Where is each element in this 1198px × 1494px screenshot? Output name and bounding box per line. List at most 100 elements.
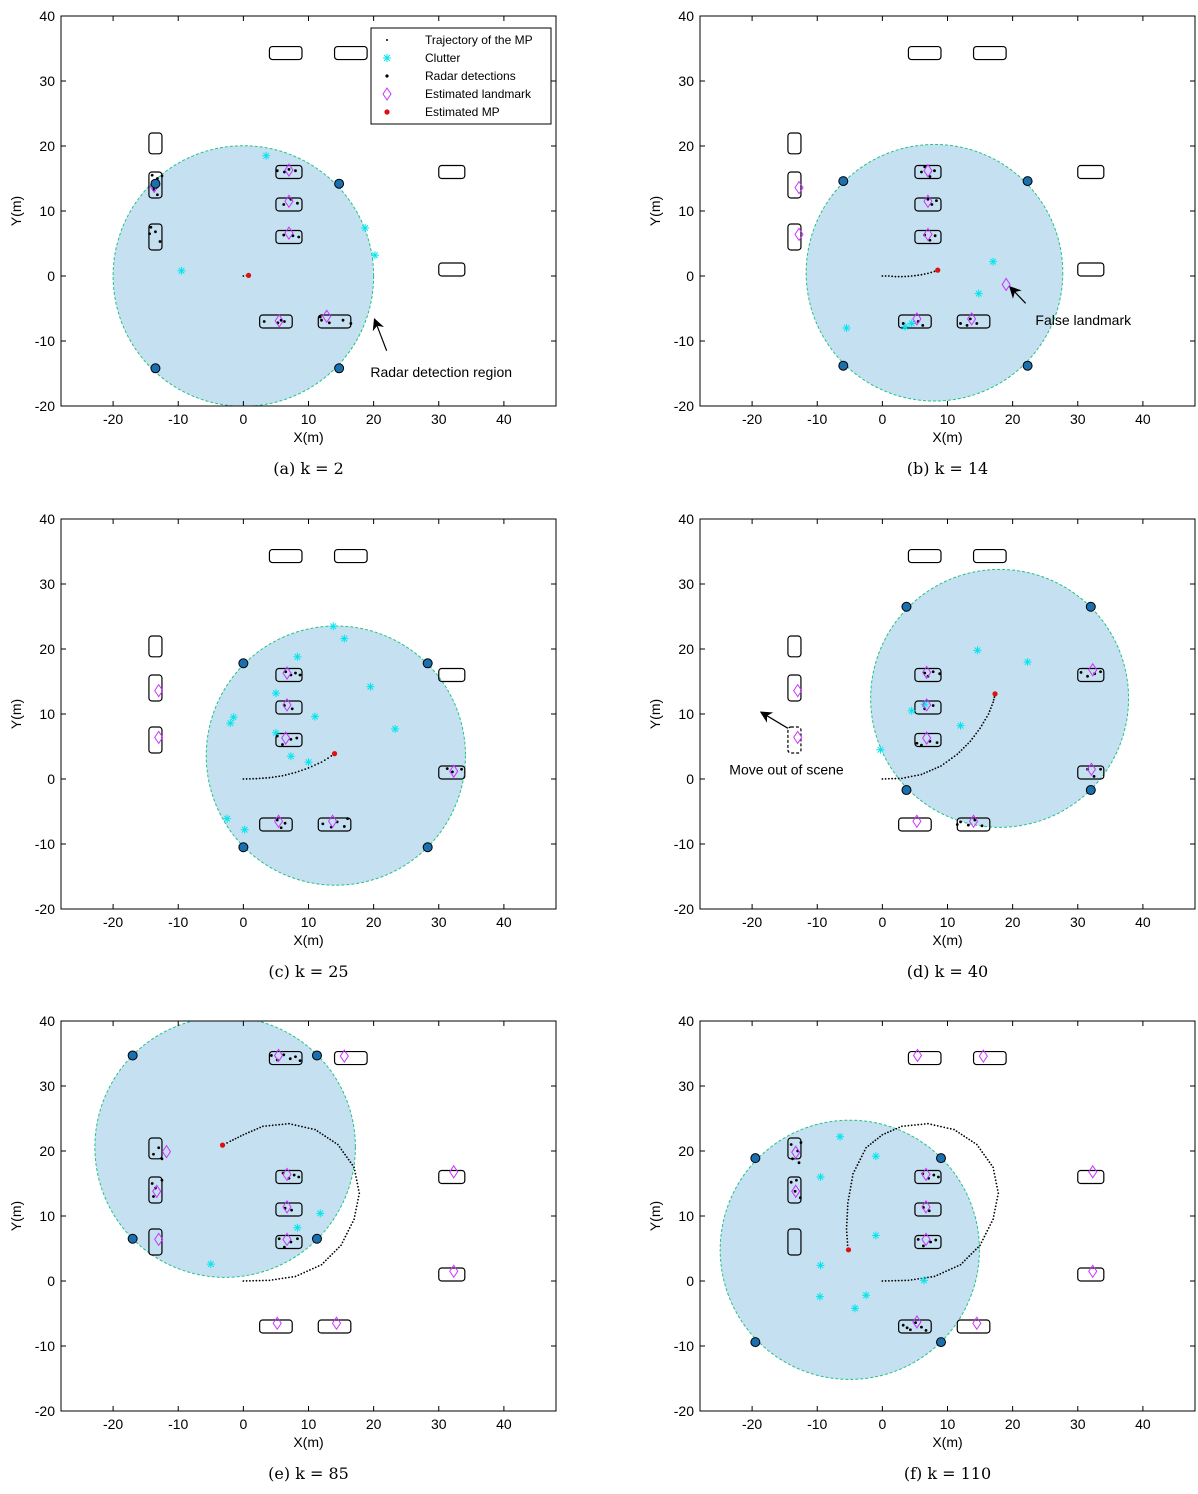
trajectory-point [996,1189,999,1191]
x-tick-label: 10 [940,411,956,427]
radar-detection [920,170,923,174]
trajectory-point [992,1215,995,1217]
trajectory-point [967,742,970,745]
trajectory-point [946,1127,949,1129]
panel-caption: (c) k = 25 [268,962,348,981]
radar-detection [149,225,153,229]
trajectory-point [242,275,245,277]
region-corner-marker [311,1050,322,1061]
y-tick-label: 10 [678,706,694,722]
trajectory-point [923,1123,926,1125]
plot-area [719,1048,1105,1380]
radar-detection [922,1244,925,1248]
annotation-arrow [759,711,789,729]
x-tick-label: 10 [301,1416,317,1432]
radar-detection [923,165,927,169]
trajectory-point [980,1241,983,1244]
trajectory-point [973,1141,976,1144]
radar-detection [284,670,288,674]
trajectory-point [291,772,294,775]
clutter-marker [871,1231,880,1240]
trajectory-point [966,1257,968,1260]
trajectory-point [897,777,900,780]
landmark-marker [923,227,933,242]
radar-detection [288,1057,292,1061]
x-tick-label: 40 [496,411,512,427]
trajectory-point [354,1172,357,1175]
trajectory-point [265,1279,268,1282]
trajectory-point [881,275,884,277]
trajectory-point [342,1151,345,1153]
trajectory-point [268,1279,271,1282]
x-axis-label: X(m) [932,429,962,445]
plot-area [787,45,1105,402]
radar-detection [799,1141,803,1144]
radar-detection [959,820,962,824]
trajectory-point [307,1127,310,1129]
trajectory-point [846,1241,849,1243]
estimated-mp-marker [331,751,338,757]
trajectory-point [358,1192,361,1195]
trajectory-point [910,275,913,277]
x-tick-label: -10 [168,411,188,427]
y-tick-label: 0 [47,268,55,284]
x-tick-label: -10 [807,411,827,427]
x-tick-label: -10 [807,1416,827,1432]
landmark-marker [331,1316,342,1331]
y-tick-label: -10 [35,836,55,852]
building-outline [148,1176,163,1204]
trajectory-point [986,1158,989,1161]
landmark-marker [972,1316,982,1331]
clutter-marker [974,289,983,298]
trajectory-point [881,1280,884,1282]
building-outline [438,164,466,180]
building-outline [333,1050,368,1066]
region-corner-marker [150,363,161,374]
trajectory-point [982,1238,984,1241]
radar-detection [934,1238,938,1242]
trajectory-point [355,1205,358,1208]
trajectory-point [907,1124,910,1127]
building-outline [907,1050,942,1066]
radar-detection [789,1180,793,1184]
region-corner-marker [750,1337,761,1348]
clutter-marker [293,652,302,661]
radar-detection [148,232,151,236]
y-tick-label: 20 [39,1143,55,1159]
trajectory-point [891,777,894,780]
clutter-marker [1023,658,1032,666]
y-tick-label: 20 [678,641,694,657]
region-corner-marker [1085,785,1096,796]
region-corner-marker [422,842,433,853]
building-outline [333,548,368,564]
region-corner-marker [935,1337,946,1348]
landmark-marker [793,683,803,698]
trajectory-point [992,698,995,701]
trajectory-point [351,1163,354,1166]
radar-detection [908,1328,912,1332]
clutter-marker [304,758,313,767]
trajectory-point [901,777,903,780]
trajectory-point [943,1126,946,1129]
landmark-marker [161,1144,172,1159]
trajectory-point [851,1176,854,1178]
trajectory-point [245,778,248,780]
y-tick-label: 20 [39,138,55,154]
trajectory-point [910,1278,913,1281]
clutter-marker [177,266,186,275]
estimated-mp-marker [219,1142,226,1148]
radar-detection [318,315,322,319]
trajectory-point [252,777,255,780]
trajectory-point [848,1192,851,1195]
building-outline [787,132,802,155]
y-tick-label: 20 [39,641,55,657]
trajectory-point [968,1138,971,1141]
chart-panel-4: -20 -10 0 10 20 30 40 40 30 20 10 0 -10 -20 X(m) Y(m) (d… [647,511,1196,981]
x-tick-label: 30 [1070,1416,1086,1432]
region-corner-marker [334,178,345,189]
trajectory-point [901,275,903,278]
x-tick-label: -10 [807,914,827,930]
radar-detection [321,822,325,826]
radar-detection [791,1157,794,1161]
landmark-marker [791,1145,801,1160]
